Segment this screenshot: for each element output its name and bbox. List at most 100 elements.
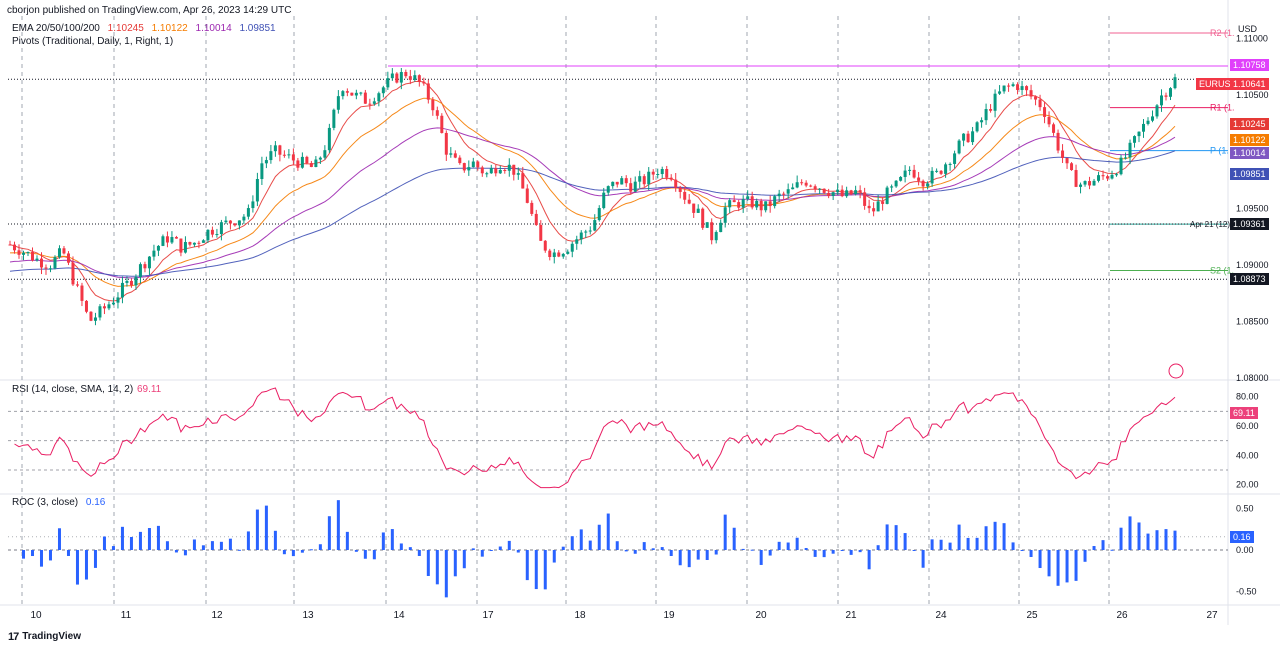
candle-body (179, 238, 183, 253)
ema100-value: 1.10014 (195, 23, 232, 34)
candle-body (566, 251, 570, 254)
candle-body (858, 190, 862, 193)
roc-bar (840, 550, 844, 551)
roc-bar (111, 546, 115, 550)
roc-bar (1038, 550, 1042, 569)
roc-bar (417, 550, 421, 556)
ema-20-line (9, 81, 1176, 302)
roc-bar (129, 536, 133, 550)
roc-bar (723, 514, 727, 550)
candle-body (1025, 86, 1029, 91)
roc-bar (984, 526, 988, 550)
candle-body (570, 243, 574, 252)
candle-body (1011, 84, 1015, 87)
candle-body (777, 193, 781, 197)
candle-body (336, 96, 340, 110)
roc-bar (876, 545, 880, 550)
roc-legend[interactable]: ROC (3, close) 0.16 (12, 497, 105, 509)
candlesticks[interactable] (8, 68, 1177, 326)
candle-body (993, 93, 997, 111)
candle-body (921, 180, 925, 187)
candle-body (399, 72, 403, 83)
roc-bar (165, 541, 169, 550)
roc-bar (867, 550, 871, 570)
roc-bar (147, 528, 151, 550)
candle-body (206, 229, 210, 241)
roc-bar (435, 550, 439, 585)
candle-body (588, 230, 592, 232)
rsi-pane[interactable] (8, 387, 1228, 489)
roc-bar (237, 549, 241, 551)
candle-body (894, 180, 898, 187)
candle-body (1133, 136, 1137, 143)
candle-body (840, 189, 844, 197)
candle-body (867, 205, 871, 209)
candle-body (507, 164, 511, 171)
roc-bar (705, 550, 709, 560)
roc-bar (534, 550, 538, 590)
candle-body (44, 267, 48, 269)
candle-body (62, 248, 66, 254)
candle-body (660, 169, 664, 175)
candle-body (1056, 132, 1060, 151)
pivots-legend[interactable]: Pivots (Traditional, Daily, 1, Right, 1) (12, 36, 173, 48)
candle-body (255, 178, 259, 202)
ema20-value: 1.10245 (107, 23, 144, 34)
roc-bar (831, 550, 835, 554)
rsi-legend-value: 69.11 (136, 384, 162, 395)
candle-body (287, 154, 291, 156)
candle-body (215, 234, 219, 236)
candle-body (161, 236, 165, 246)
rsi-legend[interactable]: RSI (14, close, SMA, 14, 2) 69.11 (12, 384, 161, 396)
tradingview-logo[interactable]: 17 TradingView (8, 631, 81, 643)
roc-bar (21, 550, 25, 559)
candle-body (1106, 176, 1110, 179)
candle-body (381, 87, 385, 94)
candle-body (966, 133, 970, 143)
roc-bar (210, 541, 214, 550)
roc-bar (408, 547, 412, 550)
roc-bar (516, 550, 520, 553)
roc-bar (1056, 550, 1060, 586)
candle-body (962, 133, 966, 141)
rsi-tick-label: 60.00 (1236, 421, 1259, 431)
axes[interactable]: 10 11 12 13 14 17 18 19 20 21 24 25 26 27 1.11000 1.105… (30, 34, 1268, 621)
candle-body (89, 311, 93, 321)
roc-bar (1011, 542, 1015, 550)
candle-body (278, 145, 282, 155)
ema-legend[interactable]: EMA 20/50/100/200 1.10245 1.10122 1.1001… (12, 23, 276, 35)
roc-legend-value: 0.16 (85, 497, 106, 508)
price-badge: 1.10014 (1230, 147, 1269, 160)
candle-body (957, 140, 961, 154)
candle-body (503, 169, 507, 171)
candle-body (984, 109, 988, 121)
candle-body (1155, 105, 1159, 117)
roc-bar (1065, 550, 1069, 583)
price-badge: 1.10122 (1230, 133, 1269, 146)
currency-label: USD (1238, 24, 1258, 34)
candle-body (786, 189, 790, 194)
candle-body (854, 190, 858, 195)
ema50-value: 1.10122 (151, 23, 188, 34)
candle-body (782, 193, 786, 195)
candle-body (219, 222, 223, 235)
ema-100-line (9, 127, 1176, 279)
candle-body (953, 153, 957, 164)
roc-bar (696, 550, 700, 560)
candle-body (1088, 181, 1092, 186)
candle-body (692, 203, 696, 213)
candle-body (597, 208, 601, 221)
candle-body (170, 237, 174, 243)
roc-bar (597, 524, 601, 550)
candle-body (138, 264, 142, 277)
candle-body (489, 168, 493, 174)
candle-body (845, 190, 849, 197)
candle-body (332, 109, 336, 128)
candle-body (66, 253, 70, 263)
roc-pane[interactable] (8, 500, 1228, 598)
roc-bar (669, 550, 673, 556)
candle-body (192, 242, 196, 245)
roc-bar (579, 529, 583, 550)
candle-body (624, 178, 628, 184)
